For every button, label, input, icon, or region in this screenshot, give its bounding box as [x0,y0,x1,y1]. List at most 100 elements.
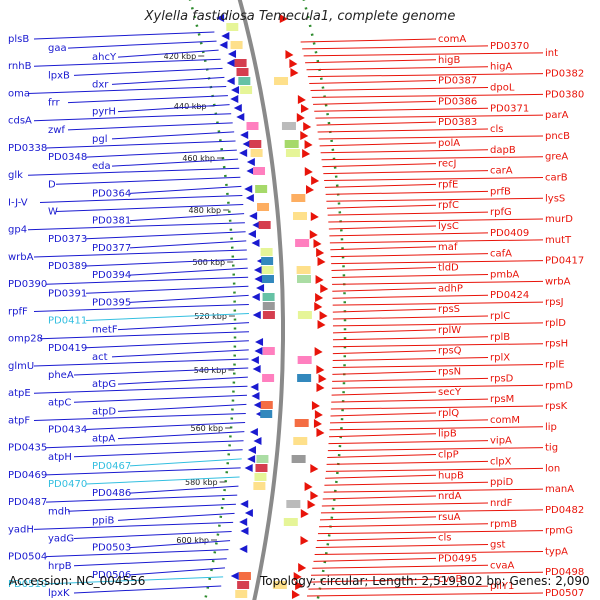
label-leader-line [332,336,489,341]
gene-label: rplW [438,325,461,336]
label-leader-line [309,578,437,583]
gene-label: PD0377 [92,243,131,254]
gene-label: PD0435 [8,443,47,454]
forward-gene-arrow [303,122,312,131]
label-leader-line [323,170,489,175]
gene-label: rpfE [438,179,458,190]
forward-gene-arrow [285,50,294,59]
forward-gene-arrow [307,500,316,509]
gene-label: act [92,352,108,363]
feature-band [260,410,273,418]
gene-label: tig [545,443,558,454]
gene-label: rplD [545,318,566,329]
gene-label: rpsQ [438,346,462,357]
gene-label: rpfF [8,306,28,317]
label-leader-line [332,329,437,334]
gene-label: adhP [438,283,463,294]
gene-label: maf [438,242,458,253]
gene-label: mutT [545,235,572,246]
feature-band [226,23,239,31]
feature-band [281,122,296,130]
label-leader-line [117,376,248,385]
label-leader-line [332,343,544,348]
forward-gene-arrow [310,464,319,473]
gene-label: pncB [545,131,570,142]
gene-label: zwf [48,125,65,136]
gene-label: rplQ [438,408,459,419]
label-leader-line [315,544,489,549]
feature-band [283,518,298,526]
gene-label: PD0395 [92,297,131,308]
feature-band [262,302,275,310]
reverse-gene-arrow [226,77,235,85]
reverse-gene-arrow [253,401,262,409]
label-leader-line [319,516,437,521]
feature-band [272,581,287,589]
label-leader-line [332,370,437,375]
gene-label: PD0373 [48,234,87,245]
gene-label: pmbA [490,269,519,280]
gene-label: D [48,179,56,190]
label-leader-line [129,213,245,222]
forward-gene-arrow [319,311,328,320]
label-leader-line [319,142,437,147]
gene-label: gst [490,540,506,551]
reverse-gene-arrow [256,284,265,292]
forward-gene-arrow [310,212,319,221]
reverse-gene-arrow [236,113,245,121]
label-leader-line [308,585,489,590]
gene-label: PD0389 [48,261,87,272]
label-leader-line [332,350,437,355]
gene-label: PD0486 [92,488,131,499]
feature-band [240,86,253,94]
forward-gene-arrow [314,302,323,311]
label-leader-line [39,194,243,203]
gene-label: rpsN [438,366,461,377]
gene-label: parA [545,110,569,121]
label-leader-line [67,122,233,131]
label-leader-line [111,158,239,167]
gene-label: PD0417 [545,256,584,267]
label-leader-line [330,405,544,410]
label-leader-line [33,385,248,394]
gene-label: PD0510 [8,579,47,590]
gene-label: cdsA [8,116,32,127]
feature-band [293,212,308,220]
label-leader-line [327,204,437,209]
label-leader-line [317,128,489,133]
gene-label: cls [438,533,452,544]
gene-label: int [545,48,558,59]
gene-label: comM [490,415,520,426]
forward-gene-arrow [311,401,320,410]
gene-label: gp4 [8,225,27,236]
forward-gene-arrow [316,365,325,374]
gene-label: rpfC [438,200,459,211]
gene-label: clpP [438,450,459,461]
forward-gene-arrow [310,491,319,500]
gene-label: secY [438,387,462,398]
label-leader-line [328,440,489,445]
topology-text: Topology: circular; Length: 2,519,802 bp… [260,574,590,588]
reverse-gene-arrow [249,212,258,220]
label-leader-line [73,367,249,376]
gene-label: prfB [490,186,511,197]
gene-label: PD0434 [48,425,87,436]
gene-label: wrbA [545,276,571,287]
label-leader-line [327,454,437,458]
label-leader-line [85,231,246,240]
reverse-gene-arrow [240,527,249,535]
label-leader-line [33,358,249,367]
gene-label: cvaB [438,574,463,585]
reverse-gene-arrow [252,221,261,229]
feature-band [284,140,299,148]
gene-label: PD0386 [438,96,477,107]
label-leader-line [329,433,437,438]
label-leader-line [302,45,489,50]
reverse-gene-arrow [250,383,259,391]
forward-gene-arrow [314,410,323,419]
gene-label: atpA [92,434,115,445]
reverse-gene-arrow [252,365,261,373]
label-leader-line [318,523,489,528]
label-leader-line [85,285,249,294]
